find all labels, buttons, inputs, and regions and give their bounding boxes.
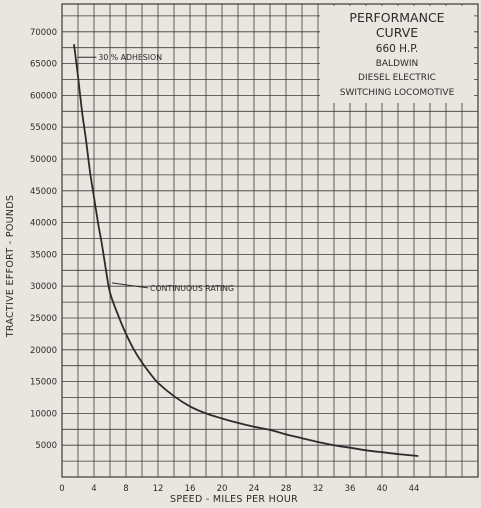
series-points [73, 43, 419, 457]
x-tick-label: 4 [91, 484, 96, 494]
series-line-tractive-effort [73, 44, 419, 457]
data-point [205, 412, 207, 414]
y-tick-label: 70000 [30, 28, 57, 38]
title-line-1: PERFORMANCE [349, 10, 444, 25]
data-point [105, 269, 107, 271]
data-point [237, 422, 239, 424]
x-tick-label: 12 [153, 484, 164, 494]
y-tick-label: 45000 [30, 187, 57, 197]
data-point [333, 444, 335, 446]
y-tick-label: 10000 [30, 409, 57, 419]
y-axis-label: TRACTIVE EFFORT - POUNDS [5, 195, 16, 339]
data-point [253, 426, 255, 428]
data-point [221, 417, 223, 420]
title-box [320, 6, 474, 103]
annotation-adhesion: 30 % ADHESION [77, 53, 162, 62]
data-point [189, 405, 191, 408]
x-tick-label: 44 [409, 484, 420, 494]
data-point [365, 449, 367, 451]
data-point [417, 455, 419, 457]
data-point [133, 349, 135, 351]
data-point [141, 361, 143, 364]
x-axis-ticks: 0 4 8 12 16 20 24 28 32 36 40 44 [59, 484, 419, 494]
annotation-continuous-rating-label: CONTINUOUS RATING [150, 284, 234, 293]
x-tick-label: 40 [377, 484, 388, 494]
y-tick-label: 30000 [30, 282, 57, 292]
x-axis-label: SPEED - MILES PER HOUR [170, 494, 298, 505]
data-point [381, 451, 383, 453]
data-point [301, 437, 303, 439]
y-tick-label: 50000 [30, 155, 57, 165]
data-point [101, 244, 103, 246]
data-point [285, 433, 287, 435]
data-point [317, 441, 319, 443]
title-line-2: CURVE [376, 25, 418, 40]
data-point [97, 222, 99, 224]
y-axis-ticks: 5000 10000 15000 20000 25000 30000 35000 40000 4… [30, 28, 57, 451]
data-point [77, 75, 79, 77]
y-tick-label: 65000 [30, 60, 57, 70]
data-point [89, 171, 91, 173]
x-tick-label: 24 [249, 484, 260, 494]
data-point [397, 453, 399, 455]
y-tick-label: 60000 [30, 91, 57, 101]
title-line-4: BALDWIN [376, 59, 419, 69]
y-tick-label: 35000 [30, 250, 57, 260]
x-tick-label: 0 [59, 484, 64, 494]
y-tick-label: 25000 [30, 314, 57, 324]
y-tick-label: 5000 [35, 441, 57, 451]
title-line-3: 660 H.P. [376, 43, 418, 55]
data-point [93, 196, 95, 198]
y-tick-label: 20000 [30, 346, 57, 356]
title-line-6: SWITCHING LOCOMOTIVE [340, 88, 455, 98]
data-point [349, 447, 351, 449]
data-point [173, 395, 175, 397]
x-tick-label: 36 [345, 484, 356, 494]
x-tick-label: 8 [123, 484, 128, 494]
data-point [117, 314, 119, 316]
y-tick-label: 15000 [30, 378, 57, 388]
data-point [149, 372, 151, 374]
data-point [269, 429, 271, 431]
x-tick-label: 28 [281, 484, 292, 494]
data-point [157, 382, 159, 384]
data-point [85, 139, 87, 141]
x-tick-label: 32 [313, 484, 324, 494]
y-tick-label: 55000 [30, 123, 57, 133]
x-tick-label: 16 [185, 484, 196, 494]
title-line-5: DIESEL ELECTRIC [358, 73, 436, 83]
x-tick-label: 20 [217, 484, 228, 494]
data-point [81, 110, 83, 112]
annotation-adhesion-label: 30 % ADHESION [98, 53, 162, 62]
data-point [109, 291, 111, 294]
annotation-continuous-rating-leader [111, 282, 149, 289]
data-point [73, 43, 75, 46]
data-point [125, 333, 127, 335]
chart-title: PERFORMANCE CURVE 660 H.P. BALDWIN DIESE… [340, 10, 455, 98]
y-tick-label: 40000 [30, 219, 57, 229]
annotation-continuous-rating: CONTINUOUS RATING [111, 282, 234, 293]
